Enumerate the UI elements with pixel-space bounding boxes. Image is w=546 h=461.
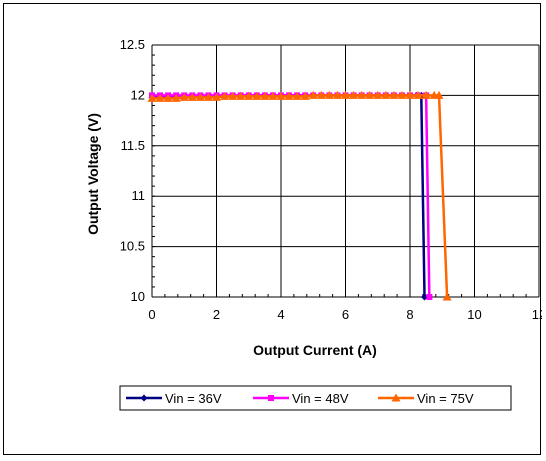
data-point bbox=[389, 90, 399, 99]
data-point bbox=[276, 91, 286, 100]
data-point bbox=[179, 92, 189, 101]
data-point bbox=[252, 91, 262, 100]
data-point bbox=[397, 90, 407, 99]
data-point bbox=[300, 91, 310, 100]
data-point bbox=[357, 90, 367, 99]
data-point bbox=[163, 93, 173, 102]
x-tick-label: 4 bbox=[277, 307, 284, 322]
data-point bbox=[195, 92, 205, 101]
data-point bbox=[308, 90, 318, 99]
data-point bbox=[405, 90, 415, 99]
legend-item: Vin = 48V bbox=[253, 391, 349, 406]
legend-swatch-marker bbox=[391, 393, 401, 402]
y-tick-label: 10 bbox=[131, 289, 145, 304]
data-point bbox=[260, 91, 270, 100]
data-point bbox=[284, 91, 294, 100]
legend-label: Vin = 48V bbox=[292, 391, 349, 406]
plot-area bbox=[151, 44, 540, 298]
data-point bbox=[292, 91, 302, 100]
data-point bbox=[244, 91, 254, 100]
legend-item: Vin = 36V bbox=[126, 391, 222, 406]
x-tick-label: 2 bbox=[213, 307, 220, 322]
x-tick-label: 12 bbox=[532, 307, 542, 322]
data-point bbox=[421, 293, 429, 301]
data-point bbox=[442, 292, 452, 301]
legend-label: Vin = 36V bbox=[165, 391, 222, 406]
legend-swatch-marker bbox=[140, 394, 148, 402]
x-axis-title: Output Current (A) bbox=[253, 342, 377, 358]
chart-svg: Output Voltage (V) Output Current (A) Vi… bbox=[85, 37, 546, 411]
data-point bbox=[147, 93, 157, 102]
x-tick-label: 0 bbox=[148, 307, 155, 322]
data-point bbox=[187, 92, 197, 101]
y-tick-label: 11 bbox=[132, 188, 146, 203]
x-tick-label: 6 bbox=[342, 307, 349, 322]
x-tick-label: 8 bbox=[406, 307, 413, 322]
data-point bbox=[171, 93, 181, 102]
series-3 bbox=[147, 90, 452, 301]
x-tick-label: 10 bbox=[467, 307, 481, 322]
data-point bbox=[413, 90, 423, 99]
data-point bbox=[155, 93, 165, 102]
legend-label: Vin = 75V bbox=[417, 391, 474, 406]
data-point bbox=[220, 91, 230, 100]
legend-box bbox=[119, 385, 512, 411]
y-axis-title: Output Voltage (V) bbox=[85, 113, 101, 235]
legend-swatch-marker bbox=[268, 395, 274, 401]
data-point bbox=[349, 90, 359, 99]
data-point bbox=[316, 90, 326, 99]
legend-item: Vin = 75V bbox=[378, 391, 474, 406]
data-point bbox=[373, 90, 383, 99]
data-point bbox=[236, 91, 246, 100]
data-point bbox=[434, 90, 444, 99]
data-point bbox=[381, 90, 391, 99]
chart-frame: Output Voltage (V) Output Current (A) Vi… bbox=[3, 3, 546, 455]
data-point bbox=[341, 90, 350, 99]
legend: Vin = 36V Vin = 48V Vin = 75V bbox=[119, 385, 512, 411]
data-point bbox=[332, 90, 342, 99]
data-point bbox=[426, 294, 433, 300]
data-point bbox=[421, 90, 431, 99]
y-tick-label: 12.5 bbox=[120, 37, 145, 52]
data-point bbox=[203, 92, 213, 101]
data-point bbox=[324, 90, 334, 99]
data-point bbox=[228, 91, 238, 100]
data-point bbox=[268, 91, 278, 100]
data-point bbox=[365, 90, 375, 99]
data-point bbox=[212, 92, 221, 101]
y-tick-label: 12 bbox=[131, 87, 145, 102]
y-tick-label: 11.5 bbox=[121, 138, 145, 153]
y-tick-label: 10.5 bbox=[120, 239, 145, 254]
